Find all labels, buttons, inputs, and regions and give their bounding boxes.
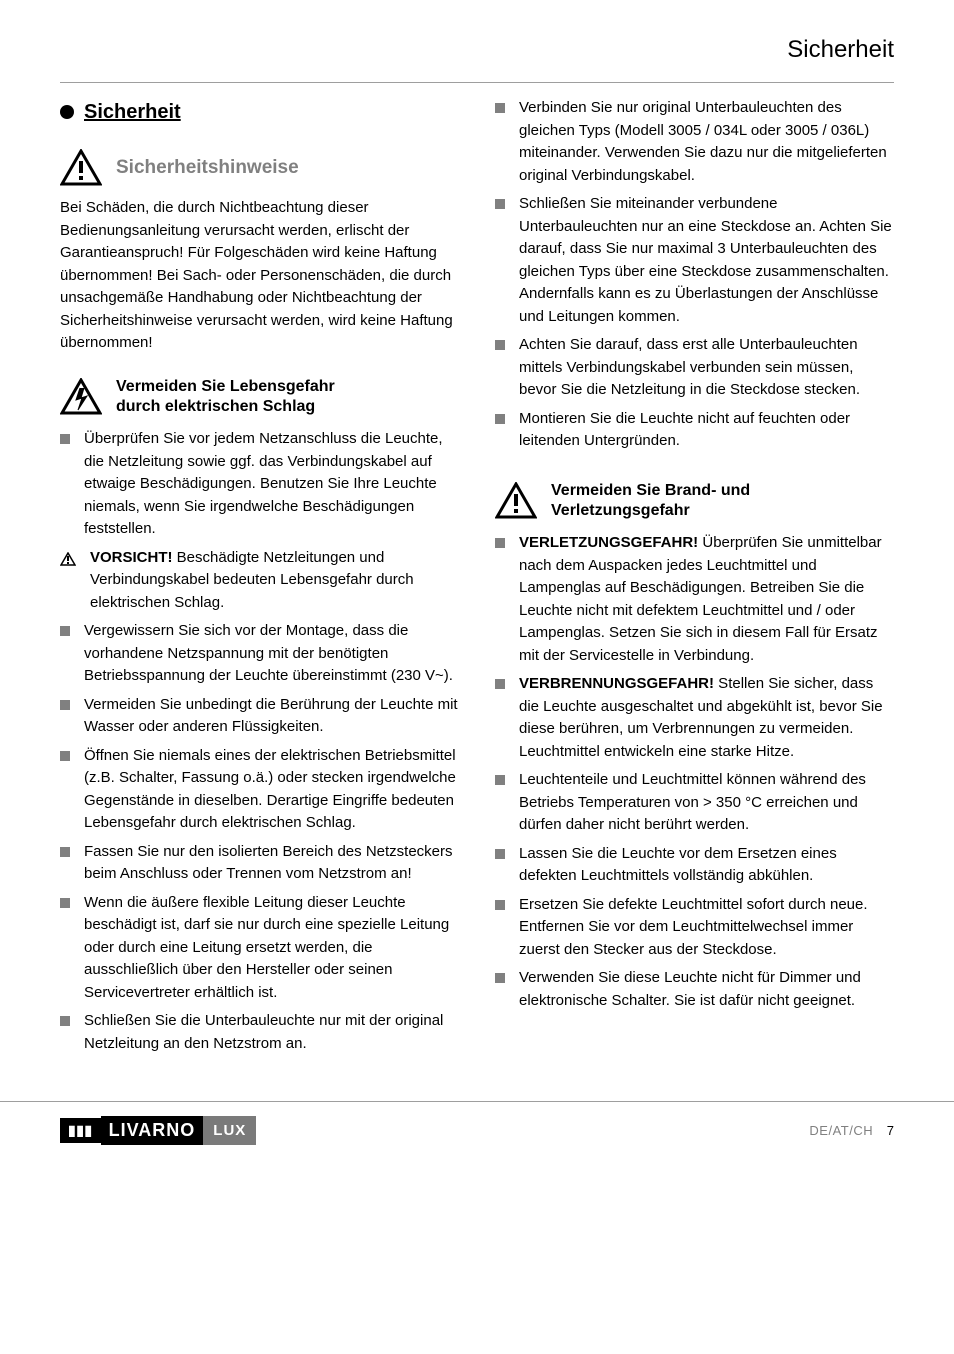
item-text: VORSICHT! Beschädigte Netzleitungen und … xyxy=(90,547,459,615)
item-text: Wenn die äußere flexible Leitung dieser … xyxy=(84,892,459,1005)
square-bullet-icon xyxy=(495,900,505,910)
item-text: Achten Sie darauf, dass erst alle Unterb… xyxy=(519,334,894,402)
item-text: Lassen Sie die Leuchte vor dem Ersetzen … xyxy=(519,843,894,888)
square-bullet-icon xyxy=(495,849,505,859)
caution-triangle-icon xyxy=(60,551,76,574)
square-bullet-icon xyxy=(60,898,70,908)
list-item: Schließen Sie miteinander verbundene Unt… xyxy=(495,193,894,328)
item-text: Leuchtenteile und Leuchtmittel können wä… xyxy=(519,769,894,837)
divider xyxy=(60,82,894,83)
brand-logo: ▮▮▮ LIVARNO LUX xyxy=(60,1116,256,1145)
page: Sicherheit Sicherheit Sicherheitshinweis… xyxy=(0,0,954,1061)
list-item: VORSICHT! Beschädigte Netzleitungen und … xyxy=(60,547,459,615)
hazard-list-right-bottom: VERLETZUNGSGEFAHR! Überprüfen Sie unmitt… xyxy=(495,532,894,1012)
square-bullet-icon xyxy=(495,679,505,689)
subheading-row: Sicherheitshinweise xyxy=(60,149,459,187)
item-text: Verwenden Sie diese Leuchte nicht für Di… xyxy=(519,967,894,1012)
item-text: Vergewissern Sie sich vor der Montage, d… xyxy=(84,620,459,688)
item-text: Montieren Sie die Leuchte nicht auf feuc… xyxy=(519,408,894,453)
content-columns: Sicherheit Sicherheitshinweise Bei Schäd… xyxy=(60,97,894,1061)
warning-heading: Vermeiden Sie Brand- und Verletzungsgefa… xyxy=(495,481,894,523)
warning-triangle-icon xyxy=(60,149,102,187)
item-text: Verbinden Sie nur original Unterbauleuch… xyxy=(519,97,894,187)
item-text: Ersetzen Sie defekte Leuchtmittel sofort… xyxy=(519,894,894,962)
brand-name: LIVARNO xyxy=(101,1116,204,1145)
item-text: Schließen Sie miteinander verbundene Unt… xyxy=(519,193,894,328)
brand-suffix: LUX xyxy=(203,1116,256,1145)
list-item: VERLETZUNGSGEFAHR! Überprüfen Sie unmitt… xyxy=(495,532,894,667)
warning-triangle-icon xyxy=(495,482,537,520)
item-text: Überprüfen Sie vor jedem Netzanschluss d… xyxy=(84,428,459,541)
bold-lead: VERBRENNUNGSGEFAHR! xyxy=(519,675,714,692)
hazard-list-right-top: Verbinden Sie nur original Unterbauleuch… xyxy=(495,97,894,453)
warning-heading: Vermeiden Sie Lebensgefahr durch elektri… xyxy=(60,377,459,419)
warning-title-line1: Vermeiden Sie Lebensgefahr xyxy=(116,377,335,398)
locale: DE/AT/CH xyxy=(809,1123,873,1138)
list-item: Fassen Sie nur den isolierten Bereich de… xyxy=(60,841,459,886)
list-item: Wenn die äußere flexible Leitung dieser … xyxy=(60,892,459,1005)
section-title: Sicherheit xyxy=(84,97,181,127)
list-item: Vermeiden Sie unbedingt die Berührung de… xyxy=(60,694,459,739)
square-bullet-icon xyxy=(495,973,505,983)
hazard-list-left: Überprüfen Sie vor jedem Netzanschluss d… xyxy=(60,428,459,1055)
square-bullet-icon xyxy=(495,775,505,785)
list-item: Öffnen Sie niemals eines der elektrische… xyxy=(60,745,459,835)
warning-title: Vermeiden Sie Lebensgefahr durch elektri… xyxy=(116,377,335,419)
item-text: VERBRENNUNGSGEFAHR! Stellen Sie sicher, … xyxy=(519,673,894,763)
intro-paragraph: Bei Schäden, die durch Nichtbeachtung di… xyxy=(60,197,459,355)
item-text: Schließen Sie die Unterbauleuchte nur mi… xyxy=(84,1010,459,1055)
square-bullet-icon xyxy=(60,847,70,857)
bullet-icon xyxy=(60,105,74,119)
page-no: 7 xyxy=(887,1123,894,1138)
column-left: Sicherheit Sicherheitshinweise Bei Schäd… xyxy=(60,97,459,1061)
square-bullet-icon xyxy=(60,434,70,444)
section-heading: Sicherheit xyxy=(60,97,459,127)
list-item: Montieren Sie die Leuchte nicht auf feuc… xyxy=(495,408,894,453)
warning-title-line1: Vermeiden Sie Brand- und xyxy=(551,481,750,502)
list-item: Lassen Sie die Leuchte vor dem Ersetzen … xyxy=(495,843,894,888)
electric-warning-icon xyxy=(60,378,102,416)
list-item: Vergewissern Sie sich vor der Montage, d… xyxy=(60,620,459,688)
item-text: Fassen Sie nur den isolierten Bereich de… xyxy=(84,841,459,886)
square-bullet-icon xyxy=(60,1016,70,1026)
square-bullet-icon xyxy=(495,538,505,548)
column-right: Verbinden Sie nur original Unterbauleuch… xyxy=(495,97,894,1061)
list-item: Schließen Sie die Unterbauleuchte nur mi… xyxy=(60,1010,459,1055)
square-bullet-icon xyxy=(60,700,70,710)
warning-title-line2: durch elektrischen Schlag xyxy=(116,397,335,418)
square-bullet-icon xyxy=(60,751,70,761)
list-item: Überprüfen Sie vor jedem Netzanschluss d… xyxy=(60,428,459,541)
item-text: Vermeiden Sie unbedingt die Berührung de… xyxy=(84,694,459,739)
list-item: VERBRENNUNGSGEFAHR! Stellen Sie sicher, … xyxy=(495,673,894,763)
square-bullet-icon xyxy=(495,414,505,424)
bold-lead: VORSICHT! xyxy=(90,549,173,566)
list-item: Verbinden Sie nur original Unterbauleuch… xyxy=(495,97,894,187)
warning-title: Vermeiden Sie Brand- und Verletzungsgefa… xyxy=(551,481,750,523)
brand-logo-prefix: ▮▮▮ xyxy=(60,1118,101,1143)
page-footer: ▮▮▮ LIVARNO LUX DE/AT/CH 7 xyxy=(0,1101,954,1173)
square-bullet-icon xyxy=(495,340,505,350)
page-number: DE/AT/CH 7 xyxy=(809,1123,894,1138)
square-bullet-icon xyxy=(495,199,505,209)
square-bullet-icon xyxy=(495,103,505,113)
rest: Überprüfen Sie unmittelbar nach dem Ausp… xyxy=(519,534,882,664)
bold-lead: VERLETZUNGSGEFAHR! xyxy=(519,534,698,551)
list-item: Ersetzen Sie defekte Leuchtmittel sofort… xyxy=(495,894,894,962)
running-header: Sicherheit xyxy=(60,36,894,64)
list-item: Verwenden Sie diese Leuchte nicht für Di… xyxy=(495,967,894,1012)
square-bullet-icon xyxy=(60,626,70,636)
warning-title-line2: Verletzungsgefahr xyxy=(551,501,750,522)
list-item: Achten Sie darauf, dass erst alle Unterb… xyxy=(495,334,894,402)
item-text: VERLETZUNGSGEFAHR! Überprüfen Sie unmitt… xyxy=(519,532,894,667)
list-item: Leuchtenteile und Leuchtmittel können wä… xyxy=(495,769,894,837)
item-text: Öffnen Sie niemals eines der elektrische… xyxy=(84,745,459,835)
sub-title: Sicherheitshinweise xyxy=(116,154,299,183)
